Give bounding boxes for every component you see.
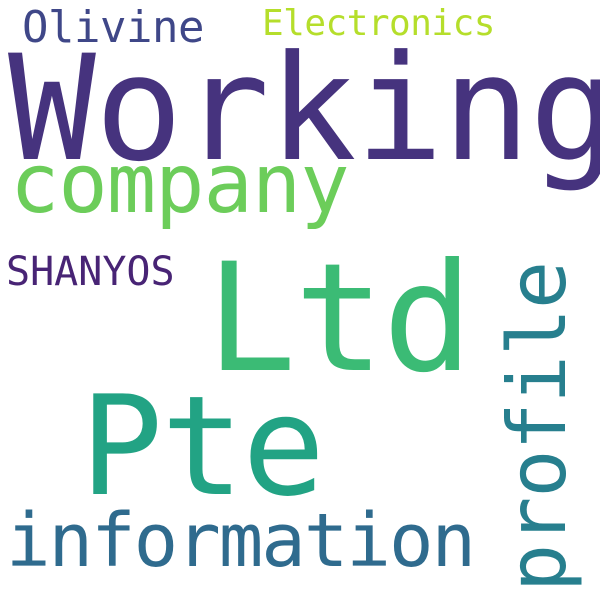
word-ltd: Ltd [206, 232, 473, 406]
word-shanyos: SHANYOS [6, 249, 175, 295]
word-pte: Pte [80, 366, 325, 527]
word-olivine: Olivine [22, 2, 204, 53]
word-profile: profile [491, 261, 584, 592]
word-information: information [6, 498, 476, 584]
word-company: company [10, 137, 350, 232]
word-working: Working [8, 24, 600, 194]
word-electronics: Electronics [262, 3, 495, 44]
